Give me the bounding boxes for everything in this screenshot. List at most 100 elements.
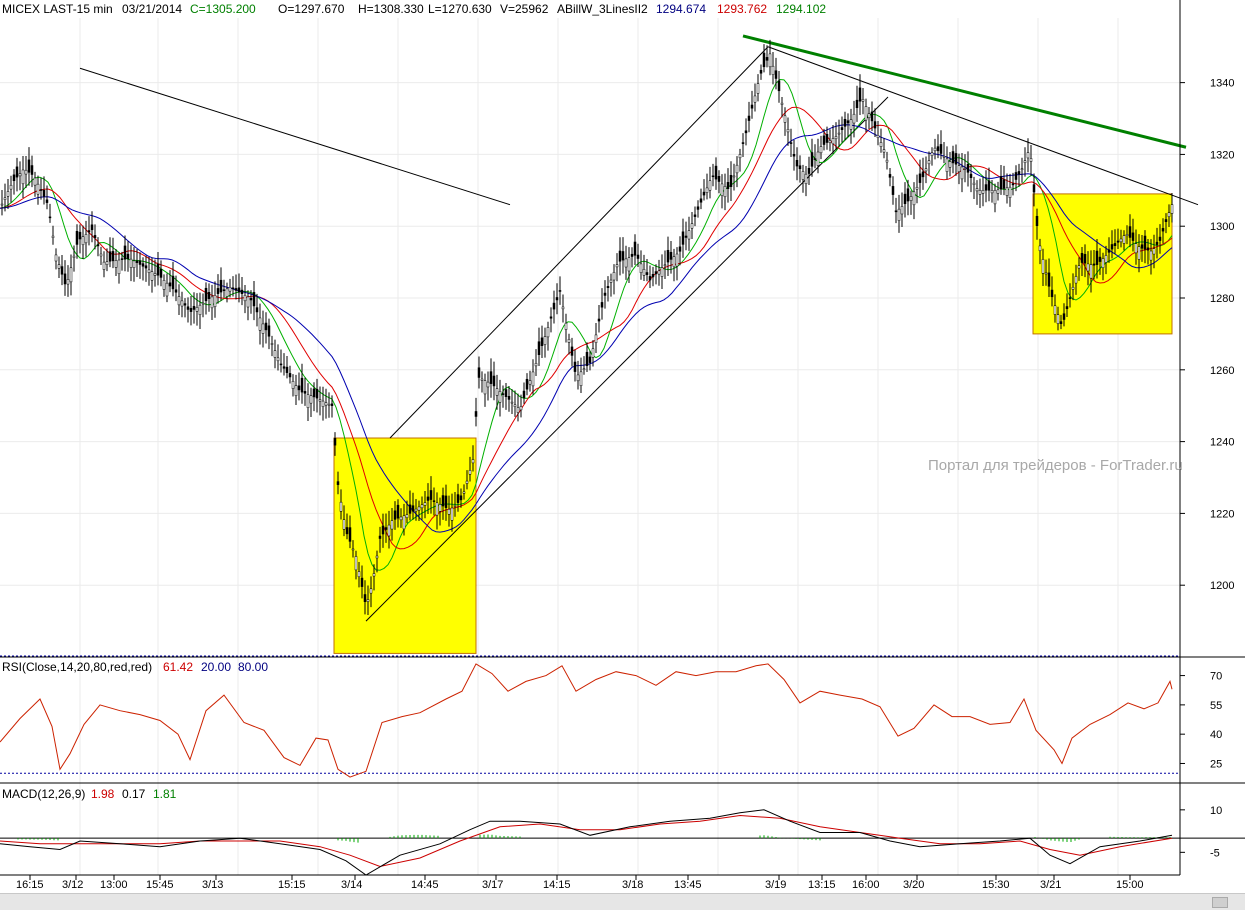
date-label: 03/21/2014 [122,2,183,16]
candle-body [564,322,568,330]
candle-body [117,259,121,275]
candle-body [771,65,775,75]
candle-body [972,182,976,185]
candle-body [1158,236,1162,241]
candle-body [273,350,277,358]
candle-body [216,288,220,294]
price-tick-label: 1280 [1210,293,1234,305]
candle-body [792,154,796,157]
candle-body [99,253,103,257]
candle-body [318,399,322,402]
candle-body [354,556,358,571]
candle-body [108,251,112,262]
candle-body [627,257,631,272]
candle-body [639,263,643,273]
candle-body [63,273,67,285]
candle-body [984,184,988,191]
candle-body [174,289,178,293]
candle-body [795,159,799,167]
candle-body [369,588,373,594]
candle-body [234,288,238,291]
candle-body [1068,297,1072,299]
highlight-box-3-14 [333,437,477,654]
candle-body [531,371,535,387]
candle-body [312,388,316,398]
candle-body [768,53,772,68]
candle-body [288,373,292,378]
candle-body [849,119,853,130]
candle-body [825,133,829,143]
candle-body [651,273,655,278]
candle-body [90,224,94,231]
candle-body [612,272,616,281]
candle-body [315,388,319,399]
macd-line [0,809,1173,876]
candle-body [237,287,241,293]
candle-body [123,245,127,260]
candle-body [936,146,940,152]
candle-body [213,295,217,307]
candle-body [1161,228,1165,232]
candle-body [141,263,145,267]
candle-body [60,266,64,275]
time-tick-label: 13:45 [674,879,702,891]
horizontal-scrollbar[interactable] [0,893,1245,910]
trendline-channel-lower [365,96,889,622]
candle-body [66,279,70,285]
candle-body [18,173,22,177]
candle-body [498,391,502,403]
candle-body [9,184,13,190]
candle-body [42,189,46,197]
candle-body [636,254,640,259]
time-tick-label: 3/13 [202,879,223,891]
candle-body [1122,235,1126,244]
candle-body [183,303,187,306]
candle-body [357,571,361,578]
price-tick-label: 1340 [1210,78,1234,90]
candle-body [903,193,907,205]
candle-body [441,495,445,507]
candle-body [291,381,295,389]
candle-body [1152,248,1156,255]
candle-body [558,290,562,292]
candle-body [843,118,847,127]
time-tick-label: 15:45 [146,879,174,891]
candle-body [924,168,928,172]
candle-body [708,180,712,191]
candle-body [1140,244,1144,249]
candle-body [339,501,343,512]
candle-body [1014,172,1018,180]
candle-body [282,366,286,369]
candle-body [462,491,466,494]
candle-body [1170,204,1174,214]
candle-body [648,276,652,281]
candle-body [684,235,688,238]
candle-body [36,183,40,195]
candle-body [111,251,115,262]
candle-body [828,140,832,143]
candle-body [693,214,697,217]
candle-body [423,502,427,506]
candle-body [630,253,634,257]
candle-body [285,366,289,373]
candle-body [102,261,106,270]
candle-body [813,158,817,160]
macd-label: MACD(12,26,9) [2,787,86,801]
candle-body [294,385,298,396]
scrollbar-thumb[interactable] [1212,897,1228,908]
candle-body [72,255,76,258]
rsi-tick-label: 70 [1210,671,1222,683]
candle-body [987,180,991,191]
candle-body [0,203,4,206]
indicator-green-value: 1294.102 [776,2,827,16]
candle-body [474,411,478,417]
candle-body [177,296,181,306]
candle-body [846,120,850,124]
candle-body [405,514,409,518]
candle-body [561,306,565,310]
candle-body [345,527,349,535]
candle-body [633,241,637,256]
candle-body [15,166,19,178]
candle-body [27,159,31,173]
